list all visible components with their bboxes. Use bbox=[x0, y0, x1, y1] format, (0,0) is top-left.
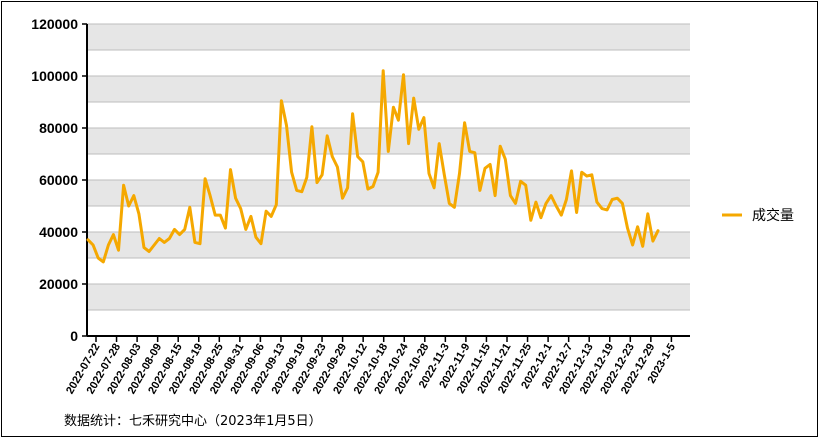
grid-band bbox=[87, 232, 690, 258]
legend: 成交量 bbox=[722, 207, 794, 224]
grid-bands bbox=[87, 24, 690, 310]
y-axis-ticks: 0 20000 40000 60000 80000 100000 120000 bbox=[31, 16, 87, 344]
series-group bbox=[86, 69, 660, 264]
y-tick-label: 0 bbox=[70, 328, 78, 344]
y-tick-label: 40000 bbox=[39, 224, 78, 240]
grid-band bbox=[87, 24, 690, 50]
y-tick-label: 80000 bbox=[39, 120, 78, 136]
x-axis-ticks: 2022-07-222022-07-282022-08-032022-08-09… bbox=[64, 336, 678, 396]
y-tick-label: 100000 bbox=[31, 68, 78, 84]
y-tick-label: 20000 bbox=[39, 276, 78, 292]
grid-band bbox=[87, 180, 690, 206]
y-tick-label: 120000 bbox=[31, 16, 78, 32]
source-note: 数据统计：七禾研究中心（2023年1月5日） bbox=[64, 414, 322, 429]
y-tick-label: 60000 bbox=[39, 172, 78, 188]
legend-label: 成交量 bbox=[752, 207, 794, 224]
grid-band bbox=[87, 284, 690, 310]
grid-band bbox=[87, 76, 690, 102]
gridlines bbox=[87, 23, 690, 311]
series-line bbox=[86, 69, 660, 264]
